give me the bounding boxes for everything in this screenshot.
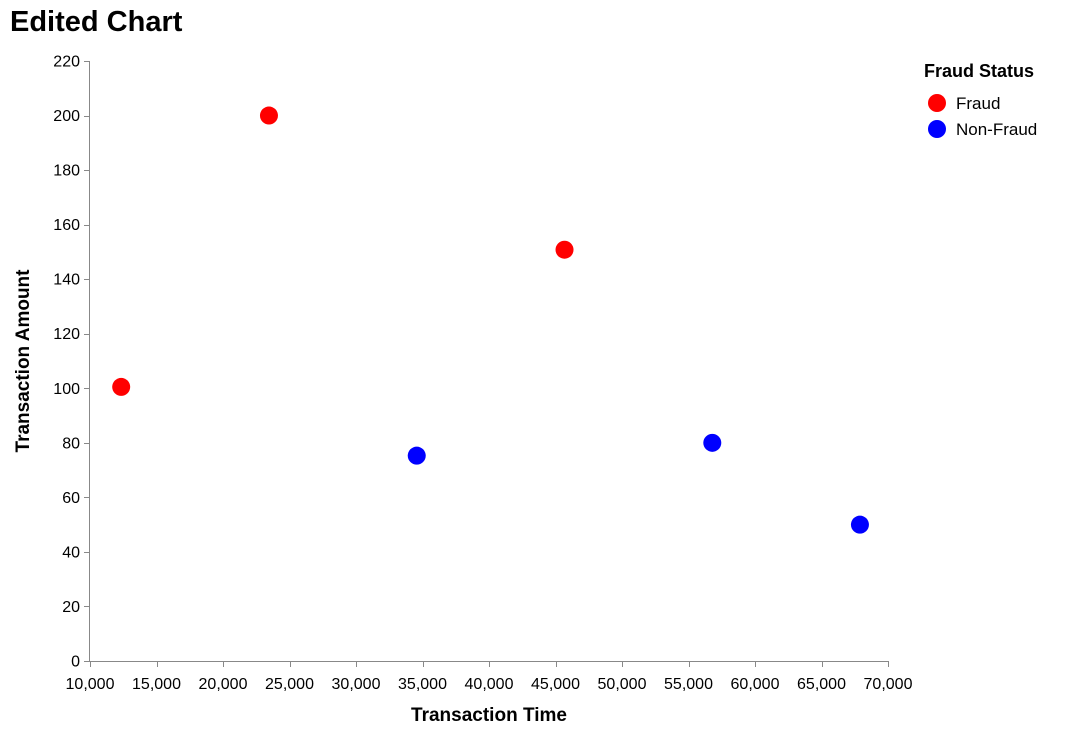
y-tick-label: 80: [62, 435, 80, 452]
y-tick-label: 120: [53, 326, 80, 343]
data-point-fraud: [259, 106, 278, 125]
y-tick-label: 180: [53, 163, 80, 180]
data-point-non-fraud: [407, 446, 426, 465]
legend-symbol: [928, 94, 946, 112]
legend-label: Non-Fraud: [956, 120, 1037, 139]
data-points: [112, 106, 869, 534]
y-tick-label: 200: [53, 108, 80, 125]
x-tick-label: 45,000: [531, 676, 580, 693]
x-tick-label: 40,000: [465, 676, 514, 693]
data-point-non-fraud: [850, 515, 869, 534]
y-tick-label: 160: [53, 217, 80, 234]
x-tick-label: 25,000: [265, 676, 314, 693]
y-axis-title: Transaction Amount: [13, 269, 34, 453]
x-axis-title: Transaction Time: [411, 705, 567, 726]
legend: Fraud Status Fraud Non-Fraud: [924, 61, 1037, 139]
x-tick-label: 65,000: [797, 676, 846, 693]
data-point-fraud: [112, 377, 131, 396]
x-tick-label: 15,000: [132, 676, 181, 693]
legend-symbol: [928, 120, 946, 138]
x-tick-label: 50,000: [598, 676, 647, 693]
y-tick-label: 100: [53, 381, 80, 398]
y-tick-label: 220: [53, 54, 80, 71]
x-tick-label: 55,000: [664, 676, 713, 693]
legend-title: Fraud Status: [924, 61, 1034, 81]
x-tick-label: 30,000: [332, 676, 381, 693]
y-tick-label: 140: [53, 272, 80, 289]
y-tick-label: 0: [71, 654, 80, 671]
y-tick-label: 20: [62, 599, 80, 616]
y-axis: 0 20 40 60 80 100 120 140 160 180 200 220: [53, 54, 90, 671]
x-tick-label: 20,000: [199, 676, 248, 693]
legend-label: Fraud: [956, 94, 1000, 113]
x-tick-label: 60,000: [731, 676, 780, 693]
y-tick-label: 60: [62, 490, 80, 507]
data-point-fraud: [555, 240, 574, 259]
x-axis: 10,000 15,000 20,000 25,000 30,000 35,000 40,0…: [66, 661, 913, 693]
x-tick-label: 10,000: [66, 676, 115, 693]
x-tick-label: 70,000: [864, 676, 913, 693]
chart-title: Edited Chart: [10, 6, 183, 38]
y-tick-label: 40: [62, 544, 80, 561]
x-tick-label: 35,000: [398, 676, 447, 693]
data-point-non-fraud: [703, 433, 722, 452]
